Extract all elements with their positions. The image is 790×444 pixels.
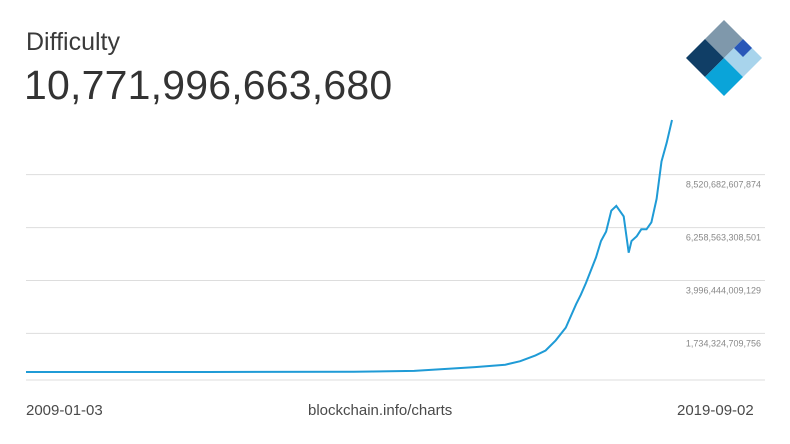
source-label: blockchain.info/charts [308,402,453,419]
current-difficulty-value: 10,771,996,663,680 [24,62,393,108]
end-date-label: 2019-09-02 [677,402,754,419]
chart-title: Difficulty [26,28,121,56]
y-tick-label-3: 8,520,682,607,874 [686,180,761,190]
logo-inner-right-square [734,39,752,57]
tick-label-layer: 1,734,324,709,756 3,996,444,009,129 6,258,… [686,180,761,349]
series-line-difficulty [26,119,673,373]
start-date-label: 2009-01-03 [26,402,103,419]
y-tick-label-0: 1,734,324,709,756 [686,338,761,348]
logo-bottom-square [705,58,743,96]
grid-layer [26,174,765,381]
y-tick-label-2: 6,258,563,308,501 [686,233,761,243]
y-tick-label-1: 3,996,444,009,129 [686,286,761,296]
blockchain-logo-icon [686,20,762,96]
